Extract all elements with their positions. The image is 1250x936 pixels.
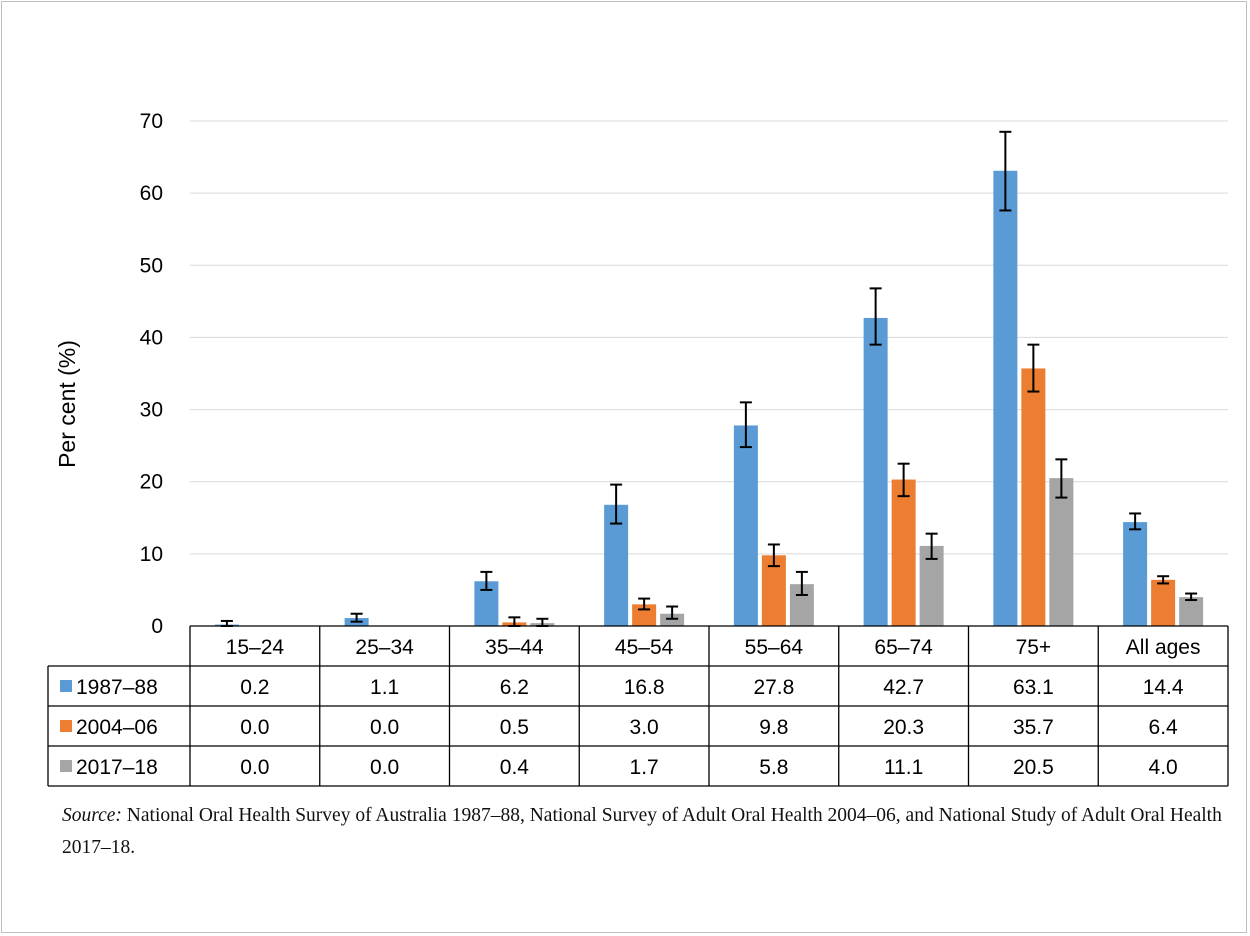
bar — [863, 317, 888, 626]
bar — [891, 479, 916, 626]
y-tick-label: 50 — [140, 254, 163, 277]
table-cell-value: 0.0 — [240, 716, 269, 739]
x-tick-label: 75+ — [1016, 636, 1052, 659]
x-tick-label: 15–24 — [226, 636, 285, 659]
table-cell-value: 0.0 — [370, 716, 399, 739]
bar — [993, 170, 1018, 626]
bar — [1123, 522, 1148, 626]
table-cell-value: 20.3 — [883, 716, 924, 739]
y-tick-label: 20 — [140, 471, 163, 494]
legend-swatch — [60, 760, 72, 772]
table-cell-value: 20.5 — [1013, 756, 1054, 779]
legend-label: 1987–88 — [76, 676, 158, 699]
y-axis-label: Per cent (%) — [54, 340, 80, 468]
table-cell-value: 16.8 — [624, 676, 665, 699]
table-cell-value: 35.7 — [1013, 716, 1054, 739]
table-cell-value: 14.4 — [1143, 676, 1184, 699]
table-cell-value: 0.0 — [240, 756, 269, 779]
legend-label: 2017–18 — [76, 756, 158, 779]
table-cell-value: 1.7 — [630, 756, 659, 779]
x-tick-label: 35–44 — [485, 636, 544, 659]
x-tick-label: 65–74 — [874, 636, 933, 659]
y-tick-label: 0 — [151, 615, 163, 638]
x-tick-label: 45–54 — [615, 636, 674, 659]
x-tick-label: All ages — [1126, 636, 1201, 659]
table-cell-value: 63.1 — [1013, 676, 1054, 699]
table-cell-value: 6.2 — [500, 676, 529, 699]
y-tick-label: 70 — [140, 110, 163, 133]
table-cell-value: 3.0 — [630, 716, 659, 739]
source-note: Source: National Oral Health Survey of A… — [62, 800, 1232, 864]
table-cell-value: 0.0 — [370, 756, 399, 779]
legend-label: 2004–06 — [76, 716, 158, 739]
table-cell-value: 27.8 — [753, 676, 794, 699]
table-cell-value: 5.8 — [759, 756, 788, 779]
legend-swatch — [60, 680, 72, 692]
table-cell-value: 11.1 — [884, 756, 923, 779]
table-cell-value: 6.4 — [1149, 716, 1179, 739]
table-cell-value: 9.8 — [759, 716, 788, 739]
bar — [660, 613, 685, 626]
x-tick-label: 55–64 — [745, 636, 804, 659]
y-tick-label: 60 — [140, 182, 163, 205]
bar — [1151, 579, 1176, 626]
source-label: Source: — [62, 805, 122, 826]
y-tick-label: 40 — [140, 326, 163, 349]
bar — [1021, 368, 1046, 626]
bar — [1049, 478, 1074, 626]
table-cell-value: 42.7 — [883, 676, 924, 699]
bar — [1179, 597, 1204, 626]
y-tick-label: 30 — [140, 399, 163, 422]
table-cell-value: 1.1 — [370, 676, 399, 699]
table-cell-value: 0.5 — [500, 716, 529, 739]
table-cell-value: 4.0 — [1149, 756, 1178, 779]
table-cell-value: 0.4 — [500, 756, 530, 779]
table-cell-value: 0.2 — [240, 676, 269, 699]
y-tick-label: 10 — [140, 543, 163, 566]
bar — [604, 504, 629, 626]
legend-swatch — [60, 720, 72, 732]
x-tick-label: 25–34 — [355, 636, 414, 659]
bar — [733, 425, 758, 626]
source-text: National Oral Health Survey of Australia… — [62, 805, 1222, 858]
